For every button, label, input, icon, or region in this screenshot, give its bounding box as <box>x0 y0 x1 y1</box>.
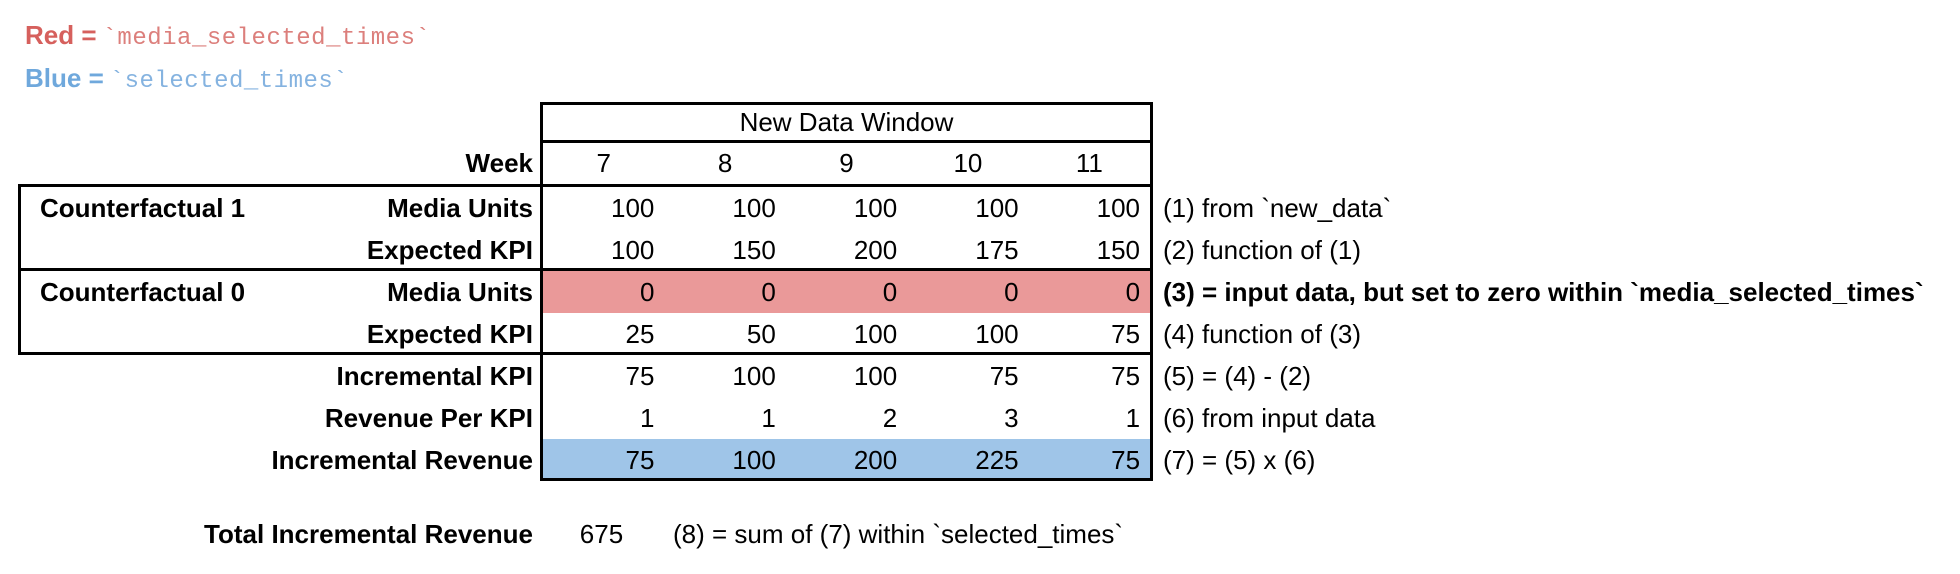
row-label-media-units-cf0: Media Units <box>387 277 533 307</box>
legend-red-code: `media_selected_times` <box>102 25 431 52</box>
table-cell: 75 <box>625 361 655 391</box>
legend-red-label: Red = <box>25 20 97 50</box>
table-cell: 0 <box>882 277 898 307</box>
table-cell: 100 <box>975 193 1019 223</box>
table-cell: 100 <box>732 361 776 391</box>
week-separator-line <box>540 184 1153 187</box>
week-number: 11 <box>1075 148 1103 178</box>
counterfactual-separator-line <box>540 268 1153 271</box>
annotation-7: (7) = (5) x (6) <box>1163 445 1316 475</box>
table-cell: 1 <box>639 403 655 433</box>
media-selected-times-highlight <box>543 271 1150 313</box>
annotation-5: (5) = (4) - (2) <box>1163 361 1312 391</box>
counterfactual-1-label: Counterfactual 1 <box>40 193 246 223</box>
table-cell: 100 <box>732 193 776 223</box>
legend-blue-line: Blue = `selected_times` <box>25 57 430 100</box>
table-cell: 1 <box>761 403 776 433</box>
table-cell: 0 <box>761 277 776 307</box>
table-row-expected-kpi-cf1: 100 150 200 175 150 <box>543 229 1150 271</box>
annotation-6: (6) from input data <box>1163 403 1376 433</box>
table-cell: 150 <box>1096 235 1141 265</box>
row-label-revenue-per-kpi: Revenue Per KPI <box>324 403 533 433</box>
table-cell: 100 <box>853 319 898 349</box>
table-row-media-units-cf0: 0 0 0 0 0 <box>543 271 1150 313</box>
row-label-media-units-cf1: Media Units <box>387 193 533 223</box>
week-number: 7 <box>596 148 611 178</box>
annotation-2: (2) function of (1) <box>1163 235 1361 265</box>
annotation-4: (4) function of (3) <box>1163 319 1361 349</box>
table-cell: 75 <box>989 361 1019 391</box>
annotation-8: (8) = sum of (7) within `selected_times` <box>673 519 1124 549</box>
table-cell: 100 <box>1096 193 1141 223</box>
table-cell: 150 <box>732 235 776 265</box>
table-cell: 50 <box>746 319 776 349</box>
table-row-revenue-per-kpi: 1 1 2 3 1 <box>543 397 1150 439</box>
header-separator-line <box>540 140 1153 143</box>
table-cell: 2 <box>882 403 898 433</box>
legend-blue-label: Blue = <box>25 63 104 93</box>
table-cell: 100 <box>611 235 655 265</box>
table-cell: 100 <box>853 193 898 223</box>
total-incremental-revenue-value: 675 <box>579 519 624 549</box>
table-cell: 200 <box>853 235 898 265</box>
table-cell: 75 <box>1111 319 1141 349</box>
table-cell: 75 <box>1111 361 1141 391</box>
table-cell: 3 <box>1004 403 1019 433</box>
week-number: 10 <box>953 148 983 178</box>
legend-red-line: Red = `media_selected_times` <box>25 14 430 57</box>
table-cell: 175 <box>975 235 1019 265</box>
counterfactual-0-box <box>18 268 543 355</box>
row-label-incremental-revenue: Incremental Revenue <box>271 445 533 475</box>
table-cell: 225 <box>975 445 1019 475</box>
table-cell: 1 <box>1125 403 1141 433</box>
annotation-3: (3) = input data, but set to zero within… <box>1163 277 1924 307</box>
table-cell: 100 <box>975 319 1019 349</box>
table-row-expected-kpi-cf0: 25 50 100 100 75 <box>543 313 1150 355</box>
table-row-media-units-cf1: 100 100 100 100 100 <box>543 187 1150 229</box>
total-incremental-revenue-label: Total Incremental Revenue <box>204 519 533 549</box>
table-cell: 100 <box>732 445 776 475</box>
table-cell: 0 <box>1125 277 1141 307</box>
row-label-expected-kpi-cf1: Expected KPI <box>366 235 533 265</box>
table-cell: 100 <box>853 361 898 391</box>
table-cell: 25 <box>625 319 655 349</box>
row-label-expected-kpi-cf0: Expected KPI <box>366 319 533 349</box>
week-row-label: Week <box>465 148 533 178</box>
week-number: 8 <box>717 148 733 178</box>
table-cell: 0 <box>1004 277 1019 307</box>
legend-blue-code: `selected_times` <box>109 68 349 95</box>
table-cell: 75 <box>625 445 655 475</box>
row-label-incremental-kpi: Incremental KPI <box>336 361 533 391</box>
counterfactual0-bottom-line <box>540 352 1153 355</box>
color-legend: Red = `media_selected_times` Blue = `selec… <box>25 14 430 100</box>
selected-times-highlight <box>543 439 1150 478</box>
week-number: 9 <box>839 148 854 178</box>
table-cell: 200 <box>853 445 898 475</box>
table-row-incremental-kpi: 75 100 100 75 75 <box>543 355 1150 397</box>
table-cell: 100 <box>611 193 655 223</box>
table-row-incremental-revenue: 75 100 200 225 75 <box>543 439 1150 481</box>
table-header-new-data-window: New Data Window <box>739 107 954 137</box>
table-cell: 0 <box>639 277 655 307</box>
table-cell: 75 <box>1111 445 1141 475</box>
week-number-row: 7 8 9 10 11 <box>543 143 1150 184</box>
counterfactual-0-label: Counterfactual 0 <box>40 277 246 307</box>
annotation-1: (1) from `new_data` <box>1163 193 1392 223</box>
